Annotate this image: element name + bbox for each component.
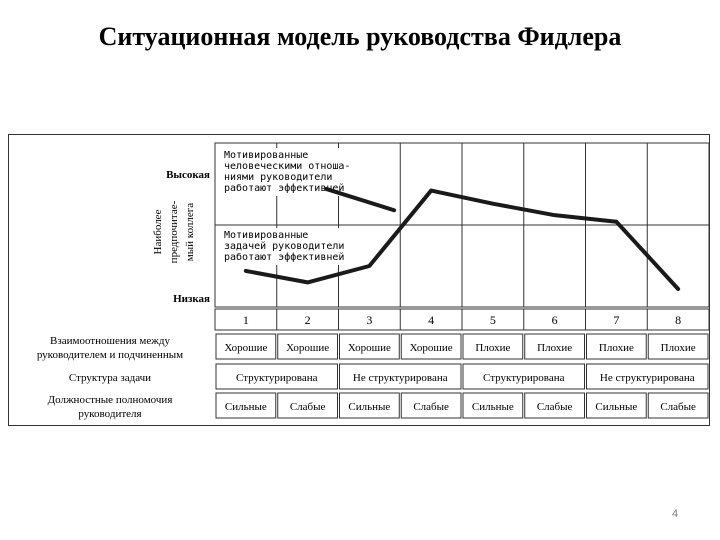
annotation-pointer-line xyxy=(324,186,397,213)
annotation-background xyxy=(222,228,370,265)
attribute-cell xyxy=(647,333,709,360)
attribute-cell xyxy=(400,333,462,360)
attribute-cell-text: Хорошие xyxy=(348,342,391,354)
effectiveness-curve xyxy=(243,188,681,291)
attribute-cell xyxy=(586,363,709,390)
data-point xyxy=(306,280,310,284)
attribute-cell xyxy=(339,392,400,419)
row-label: руководителя xyxy=(78,408,141,420)
situation-number: 6 xyxy=(552,313,558,327)
attribute-cell-text: Слабые xyxy=(660,401,696,413)
attribute-cell-text: Слабые xyxy=(413,401,449,413)
attribute-cell xyxy=(647,392,709,419)
attribute-cell xyxy=(339,333,400,360)
data-point xyxy=(244,269,248,273)
slide-title: Ситуационная модель руководства Фидлера xyxy=(98,22,622,51)
attribute-cell xyxy=(215,363,338,390)
attribute-cell-text: Слабые xyxy=(537,401,573,413)
annotation-text: человеческими отноша- xyxy=(224,161,350,172)
situation-number: 2 xyxy=(305,313,311,327)
attribute-cell-text: Хорошие xyxy=(224,342,267,354)
situation-number: 5 xyxy=(490,313,496,327)
attribute-cell xyxy=(524,333,585,360)
slide-number: 4 xyxy=(671,508,679,520)
attribute-cell-text: Хорошие xyxy=(410,342,453,354)
situation-number: 4 xyxy=(428,313,434,327)
attribute-cell-text: Слабые xyxy=(290,401,326,413)
attribute-cell xyxy=(462,363,585,390)
annotation-text: Мотивированные xyxy=(224,230,308,241)
data-point xyxy=(676,287,680,291)
attribute-cell-text: Плохие xyxy=(475,342,510,354)
attribute-cell xyxy=(524,392,585,419)
y-axis-title-line: предпочитае- xyxy=(168,200,180,263)
data-point xyxy=(553,213,557,217)
attribute-cell xyxy=(462,333,524,360)
situation-number: 7 xyxy=(613,313,619,327)
data-point xyxy=(367,264,371,268)
situation-number: 3 xyxy=(366,313,372,327)
attribute-cell-text: Не структурирована xyxy=(353,372,448,384)
attribute-cell-text: Хорошие xyxy=(286,342,329,354)
y-axis-title-line: Наиболее xyxy=(152,209,164,254)
data-point xyxy=(324,187,328,191)
y-axis-low-label: Низкая xyxy=(173,293,210,305)
data-point xyxy=(392,208,396,212)
data-point xyxy=(491,202,495,206)
attribute-cell-text: Плохие xyxy=(537,342,572,354)
row-label: Взаимоотношения между xyxy=(50,335,170,347)
annotation-text: Мотивированные xyxy=(224,150,308,161)
annotation-text: задачей руководители xyxy=(224,240,344,252)
attribute-cell xyxy=(586,392,647,419)
row-label: Должностные полномочия xyxy=(48,394,173,406)
attribute-cell xyxy=(215,333,277,360)
attribute-cell xyxy=(277,392,338,419)
annotation-text: работают эффективней xyxy=(224,251,344,263)
attribute-cell-text: Структурирована xyxy=(483,372,565,384)
attribute-cell-text: Не структурирована xyxy=(600,372,695,384)
y-axis-high-label: Высокая xyxy=(166,169,210,181)
attribute-cell-text: Сильные xyxy=(225,401,267,413)
situation-number: 8 xyxy=(675,313,681,327)
situation-number: 1 xyxy=(243,313,249,327)
annotation-text: ниями руководители xyxy=(224,172,332,183)
attribute-cell xyxy=(462,392,524,419)
y-axis-title-line: мый коллега xyxy=(184,203,196,262)
attribute-cell-text: Структурирована xyxy=(236,372,318,384)
attribute-cell-text: Плохие xyxy=(599,342,634,354)
data-point xyxy=(429,189,433,193)
attribute-cell xyxy=(400,392,462,419)
row-label: Структура задачи xyxy=(69,372,151,384)
attribute-cell xyxy=(215,392,277,419)
attribute-cell xyxy=(586,333,647,360)
annotation-background xyxy=(222,148,370,196)
data-point xyxy=(614,220,618,224)
annotation-text: работают эффективней xyxy=(224,182,344,194)
row-label: руководителем и подчиненным xyxy=(37,349,183,361)
attribute-cell-text: Сильные xyxy=(595,401,637,413)
attribute-cell xyxy=(277,333,338,360)
attribute-cell xyxy=(339,363,462,390)
attribute-cell-text: Сильные xyxy=(472,401,514,413)
attribute-cell-text: Плохие xyxy=(661,342,696,354)
attribute-cell-text: Сильные xyxy=(348,401,390,413)
